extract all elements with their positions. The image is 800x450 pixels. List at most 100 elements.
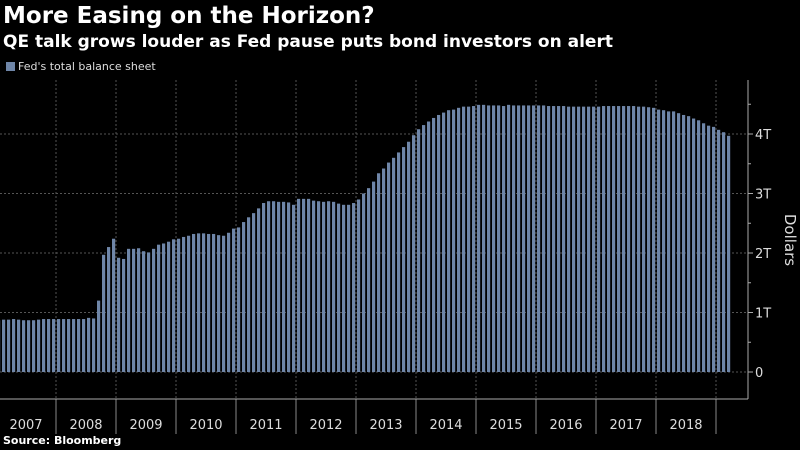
bar: [367, 188, 371, 372]
bar: [57, 319, 61, 372]
bar: [22, 320, 26, 372]
bar: [637, 106, 641, 372]
bar: [662, 110, 666, 372]
bar: [262, 203, 266, 372]
bar: [27, 320, 31, 372]
bar: [517, 105, 521, 372]
bar: [152, 248, 156, 372]
bar: [612, 106, 616, 372]
bar: [222, 235, 226, 372]
bar: [12, 319, 16, 372]
bar: [52, 319, 56, 372]
bar: [672, 111, 676, 372]
bar: [697, 120, 701, 372]
bar: [2, 319, 6, 372]
bar: [327, 201, 331, 372]
x-tick-label: 2009: [129, 418, 162, 433]
bar: [352, 203, 356, 372]
chart-title: More Easing on the Horizon?: [3, 3, 375, 29]
bar: [92, 318, 96, 372]
bar: [552, 106, 556, 372]
bar: [297, 198, 301, 372]
bar: [537, 105, 541, 372]
bar: [362, 193, 366, 372]
bar: [172, 239, 176, 372]
bar: [102, 254, 106, 372]
bar: [677, 113, 681, 373]
bar: [687, 116, 691, 373]
bar: [117, 257, 121, 372]
bar: [542, 105, 546, 372]
bar: [122, 258, 126, 372]
bar: [527, 105, 531, 372]
bar: [147, 252, 151, 372]
bar: [467, 106, 471, 372]
y-axis-label: Dollars: [781, 214, 799, 266]
bar: [442, 112, 446, 372]
bar: [202, 233, 206, 372]
bar: [417, 129, 421, 372]
bar: [402, 147, 406, 372]
bar: [487, 105, 491, 372]
bar: [457, 107, 461, 372]
bar: [267, 201, 271, 372]
bar: [282, 201, 286, 372]
bar: [437, 114, 441, 373]
bar: [347, 204, 351, 372]
bar: [622, 106, 626, 372]
bar: [112, 238, 116, 372]
bar: [317, 201, 321, 372]
bar: [682, 114, 686, 373]
bar: [82, 319, 86, 372]
bar: [462, 106, 466, 372]
bar: [32, 320, 36, 372]
bar: [87, 317, 91, 372]
bar: [657, 109, 661, 372]
bar: [522, 105, 526, 372]
bar: [312, 200, 316, 372]
x-tick-label: 2007: [9, 418, 42, 433]
bar: [712, 126, 716, 372]
bar: [142, 251, 146, 372]
bar: [232, 228, 236, 372]
bar: [127, 248, 131, 372]
bar: [377, 173, 381, 372]
bar: [602, 106, 606, 372]
bar: [277, 201, 281, 372]
bar: [247, 217, 251, 372]
legend-label: Fed's total balance sheet: [18, 60, 156, 73]
bar: [387, 162, 391, 372]
bar: [447, 110, 451, 372]
bar: [407, 141, 411, 372]
bar: [647, 107, 651, 372]
bar: [67, 319, 71, 372]
bar: [642, 106, 646, 372]
bar: [722, 132, 726, 372]
bar: [717, 129, 721, 372]
bar: [557, 106, 561, 372]
bar: [197, 233, 201, 372]
bar: [212, 233, 216, 372]
bar: [357, 199, 361, 372]
bar: [627, 106, 631, 372]
bar: [727, 135, 731, 372]
bar: [337, 203, 341, 372]
bar: [17, 319, 21, 372]
bar: [577, 106, 581, 372]
bar: [167, 241, 171, 372]
x-tick-label: 2018: [669, 418, 702, 433]
bar: [97, 300, 101, 372]
bar: [702, 123, 706, 372]
bar: [272, 201, 276, 372]
bar: [227, 232, 231, 372]
bar: [62, 319, 66, 372]
bar: [422, 125, 426, 372]
y-tick-label: 2T: [755, 247, 771, 262]
y-tick-label: 3T: [755, 188, 771, 203]
bar: [582, 106, 586, 372]
chart-subtitle: QE talk grows louder as Fed pause puts b…: [3, 32, 613, 52]
bar: [607, 106, 611, 372]
bar: [42, 319, 46, 372]
bar: [307, 198, 311, 372]
